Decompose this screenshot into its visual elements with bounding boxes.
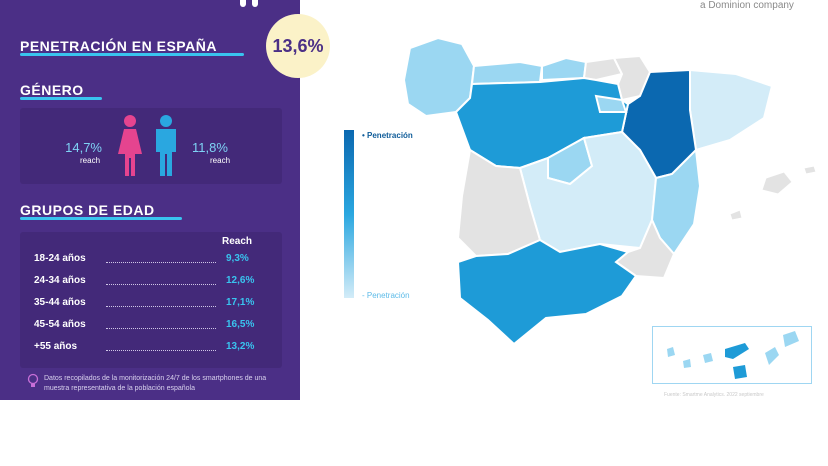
logo-fragment xyxy=(240,0,272,8)
region-la-rioja xyxy=(594,94,628,113)
gender-underline xyxy=(20,97,102,100)
male-reach-value: 11,8% xyxy=(192,140,228,155)
age-row: 24-34 años 12,6% xyxy=(34,275,270,289)
region-cantabria xyxy=(541,56,588,82)
region-andalucia xyxy=(456,238,638,346)
female-icon xyxy=(118,115,142,176)
stats-panel: PENETRACIÓN EN ESPAÑA GÉNERO 14,7% reach… xyxy=(0,0,300,400)
region-cataluna xyxy=(689,68,774,152)
canary-islands-inset xyxy=(652,326,812,384)
age-value: 12,6% xyxy=(226,275,255,286)
dot-leader xyxy=(106,328,216,329)
female-reach-label: reach xyxy=(80,156,101,165)
age-row: +55 años 13,2% xyxy=(34,341,270,355)
age-label: 35-44 años xyxy=(34,297,86,308)
female-reach-value: 14,7% xyxy=(65,140,102,155)
region-pais-vasco xyxy=(582,56,624,82)
age-value: 13,2% xyxy=(226,341,255,352)
dot-leader xyxy=(106,350,216,351)
legend-high-label: • Penetración xyxy=(362,131,413,140)
age-card: Reach 18-24 años 9,3% 24-34 años 12,6% 3… xyxy=(20,232,282,368)
canary-islands-map xyxy=(667,331,799,379)
gender-title: GÉNERO xyxy=(20,82,84,98)
age-title: GRUPOS DE EDAD xyxy=(20,202,155,218)
dot-leader xyxy=(106,306,216,307)
lightbulb-icon xyxy=(27,373,39,387)
age-row: 18-24 años 9,3% xyxy=(34,253,270,267)
region-asturias xyxy=(470,60,544,86)
footnote: Datos recopilados de la monitorización 2… xyxy=(44,375,267,392)
age-value: 16,5% xyxy=(226,319,255,330)
age-value: 17,1% xyxy=(226,297,255,308)
source-note: Fuente: Smartme Analytics. 2022 septiemb… xyxy=(664,392,764,398)
penetration-value-bubble: 13,6% xyxy=(266,14,330,78)
age-label: +55 años xyxy=(34,341,78,352)
legend-color-bar xyxy=(344,130,354,298)
male-reach-label: reach xyxy=(210,156,231,165)
region-baleares xyxy=(761,171,793,195)
gender-card: 14,7% reach 11,8% reach xyxy=(20,108,282,184)
region-baleares-small xyxy=(729,209,743,221)
age-label: 45-54 años xyxy=(34,319,86,330)
company-tagline: a Dominion company xyxy=(700,0,794,11)
age-underline xyxy=(20,217,182,220)
dot-leader xyxy=(106,262,216,263)
male-icon xyxy=(156,115,176,176)
age-label: 18-24 años xyxy=(34,253,86,264)
age-value: 9,3% xyxy=(226,253,249,264)
region-navarra xyxy=(612,54,652,102)
reach-header: Reach xyxy=(222,236,253,247)
legend-low-label: - Penetración xyxy=(362,291,410,300)
penetration-underline xyxy=(20,53,244,56)
region-baleares-menorca xyxy=(803,165,817,175)
dot-leader xyxy=(106,284,216,285)
penetration-title: PENETRACIÓN EN ESPAÑA xyxy=(20,38,217,54)
age-row: 35-44 años 17,1% xyxy=(34,297,270,311)
age-label: 24-34 años xyxy=(34,275,86,286)
age-row: 45-54 años 16,5% xyxy=(34,319,270,333)
